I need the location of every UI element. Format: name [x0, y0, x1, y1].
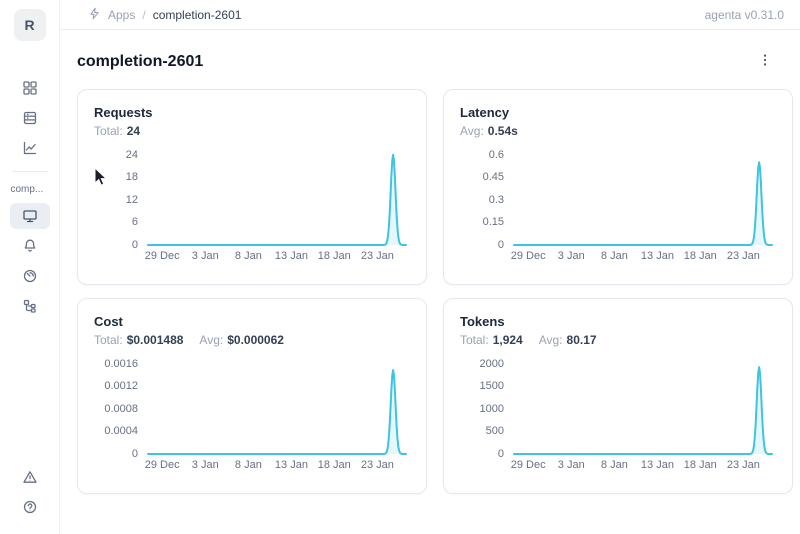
tokens-card: Tokens Total: 1,924 Avg: 80.17 0 500 1000 1…	[443, 298, 793, 494]
warning-triangle-icon	[22, 469, 38, 485]
chart-plot	[514, 359, 772, 455]
chart-title: Latency	[460, 105, 510, 120]
x-axis-labels: 29 Dec 3 Jan 8 Jan 13 Jan 18 Jan 23 Jan	[510, 250, 760, 262]
stat-value: 0.54s	[487, 124, 518, 138]
sidebar-item-traces[interactable]	[10, 293, 50, 319]
stat-label: Total:	[460, 333, 489, 347]
breadcrumb: Apps / completion-2601	[88, 7, 241, 23]
sidebar-divider	[11, 171, 48, 172]
topbar: Apps / completion-2601 agenta v0.31.0	[60, 0, 800, 30]
requests-card: Requests Total: 24 0 6 12 18 24 29 Dec 3 Jan 8 …	[77, 89, 427, 285]
lightning-icon	[88, 7, 101, 23]
app-name-truncated: comp...	[10, 184, 44, 195]
list-icon	[22, 110, 38, 126]
sidebar-item-overview[interactable]	[9, 203, 50, 229]
monitor-icon	[22, 208, 38, 224]
stat-label: Total:	[94, 124, 123, 138]
stat-value: 1,924	[492, 333, 523, 347]
breadcrumb-separator: /	[142, 7, 146, 22]
sidebar-item-issues[interactable]	[10, 464, 50, 490]
page-header: completion-2601	[60, 30, 800, 87]
chart-title: Tokens	[460, 314, 505, 329]
stat-value: $0.001488	[126, 333, 184, 347]
sidebar-item-alerts[interactable]	[10, 233, 50, 259]
grid-apps-icon	[22, 80, 38, 96]
stat-label: Avg:	[199, 333, 224, 347]
stat-label: Avg:	[460, 124, 484, 138]
x-axis-labels: 29 Dec 3 Jan 8 Jan 13 Jan 18 Jan 23 Jan	[144, 250, 394, 262]
stat-value: 24	[126, 124, 141, 138]
breadcrumb-current: completion-2601	[152, 7, 242, 22]
kebab-menu-icon	[758, 53, 772, 72]
y-axis-labels: 0 6 12 18 24	[125, 148, 138, 251]
chart-title: Cost	[94, 314, 123, 329]
metrics-grid: Requests Total: 24 0 6 12 18 24 29 Dec 3 Jan 8 …	[60, 87, 800, 494]
main-area: Apps / completion-2601 agenta v0.31.0 co…	[60, 0, 800, 534]
requests-chart: 0 6 12 18 24 29 Dec 3 Jan 8 Jan 13 Jan 18 Jan 23 J…	[94, 148, 406, 264]
sidebar-item-apps[interactable]	[10, 75, 50, 101]
chart-plot	[148, 359, 406, 455]
page-menu-button[interactable]	[754, 51, 776, 73]
chart-title: Requests	[94, 105, 153, 120]
chart-stats: Avg: 0.54s	[460, 124, 776, 138]
cost-chart: 0 0.0004 0.0008 0.0012 0.0016 29 Dec 3 Jan 8 Ja…	[94, 357, 406, 473]
x-axis-labels: 29 Dec 3 Jan 8 Jan 13 Jan 18 Jan 23 Jan	[510, 459, 760, 471]
cost-card: Cost Total: $0.001488 Avg: $0.000062 0 0.…	[77, 298, 427, 494]
x-axis-labels: 29 Dec 3 Jan 8 Jan 13 Jan 18 Jan 23 Jan	[144, 459, 394, 471]
line-chart-icon	[22, 140, 38, 156]
help-circle-icon	[22, 499, 38, 515]
stat-label: Total:	[94, 333, 123, 347]
chart-stats: Total: 24	[94, 124, 410, 138]
chart-plot	[148, 150, 406, 246]
tokens-chart: 0 500 1000 1500 2000 29 Dec 3 Jan 8 Jan 13 Jan 18…	[460, 357, 772, 473]
stat-label: Avg:	[538, 333, 563, 347]
chart-plot	[514, 150, 772, 246]
sidebar-item-observability[interactable]	[10, 263, 50, 289]
sidebar: R	[0, 0, 60, 534]
sidebar-item-help[interactable]	[10, 494, 50, 520]
tree-icon	[22, 298, 38, 314]
workspace-avatar[interactable]: R	[13, 9, 46, 41]
stat-value: 80.17	[566, 333, 597, 347]
app-version-label: agenta v0.31.0	[704, 7, 784, 22]
gauge-icon	[22, 268, 38, 284]
breadcrumb-apps-link[interactable]: Apps	[108, 7, 136, 22]
stat-value: $0.000062	[227, 333, 284, 347]
y-axis-labels: 0 500 1000 1500 2000	[479, 357, 504, 460]
y-axis-labels: 0 0.15 0.3 0.45 0.6	[482, 148, 504, 251]
sidebar-item-testsets[interactable]	[10, 105, 50, 131]
avatar-letter: R	[24, 17, 35, 33]
chart-stats: Total: $0.001488 Avg: $0.000062	[94, 333, 410, 347]
latency-chart: 0 0.15 0.3 0.45 0.6 29 Dec 3 Jan 8 Jan 13 Jan 18 …	[460, 148, 772, 264]
page-title: completion-2601	[77, 53, 204, 70]
y-axis-labels: 0 0.0004 0.0008 0.0012 0.0016	[104, 357, 138, 460]
sidebar-item-analytics[interactable]	[10, 135, 50, 161]
bell-icon	[22, 238, 38, 254]
chart-stats: Total: 1,924 Avg: 80.17	[460, 333, 776, 347]
latency-card: Latency Avg: 0.54s 0 0.15 0.3 0.45 0.6 29 Dec…	[443, 89, 793, 285]
